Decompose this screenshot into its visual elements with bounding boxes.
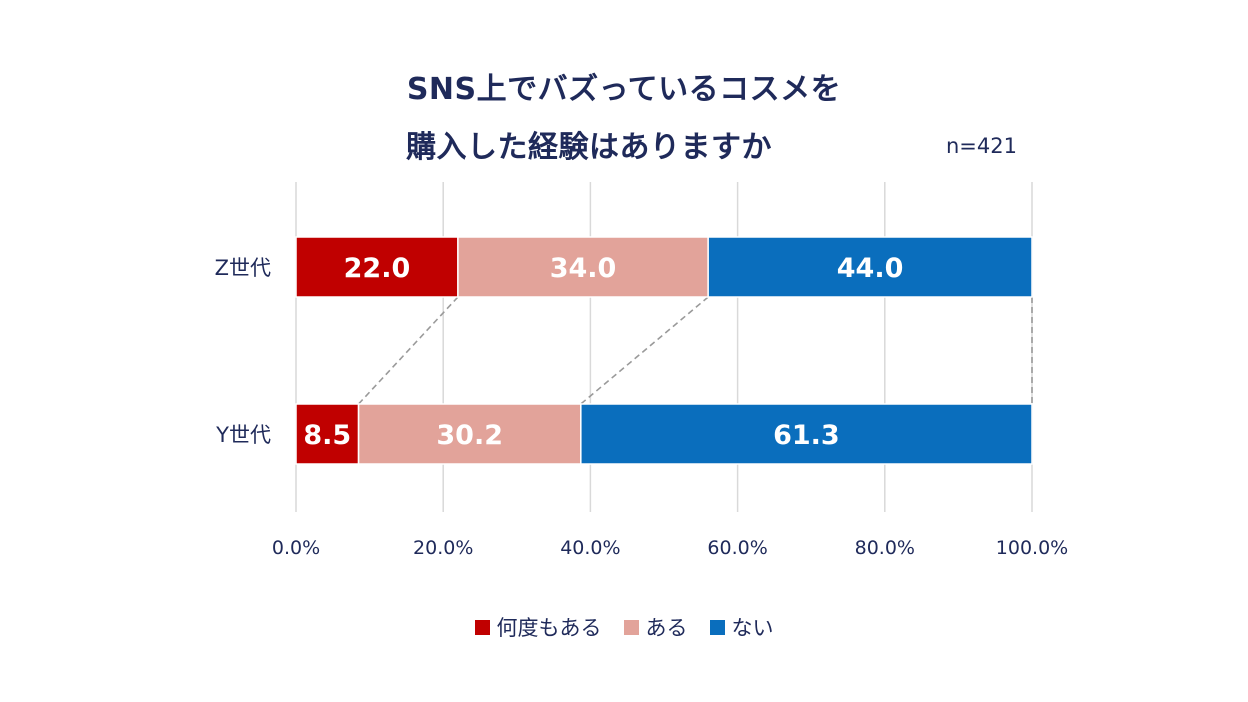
legend-swatch-2 bbox=[709, 619, 725, 635]
legend-label-2: ない bbox=[731, 616, 774, 640]
x-tick-label-2: 40.0% bbox=[560, 537, 620, 559]
chart-legend: 何度もある ある ない bbox=[0, 612, 1248, 642]
legend-swatch-1 bbox=[623, 619, 639, 635]
data-label-1-0: 8.5 bbox=[303, 420, 351, 451]
bar-0-2 bbox=[707, 236, 1033, 298]
legend-item-2: ない bbox=[709, 612, 774, 642]
chart-title-line-2: 購入した経験はありますか bbox=[406, 130, 772, 165]
sample-size-label: n=421 bbox=[946, 134, 1017, 158]
legend-swatch-0 bbox=[474, 619, 490, 635]
bar-0-0 bbox=[295, 236, 459, 298]
legend-item-1: ある bbox=[623, 612, 688, 642]
category-label-1: Y世代 bbox=[215, 423, 271, 447]
data-label-0-0: 22.0 bbox=[344, 253, 411, 284]
category-label-0: Z世代 bbox=[215, 256, 271, 280]
legend-label-1: ある bbox=[645, 616, 688, 640]
x-tick-label-3: 60.0% bbox=[707, 537, 767, 559]
bar-1-0 bbox=[295, 403, 360, 465]
bar-0-1 bbox=[457, 236, 709, 298]
legend-item-0: 何度もある bbox=[474, 612, 602, 642]
x-tick-label-1: 20.0% bbox=[413, 537, 473, 559]
data-label-1-1: 30.2 bbox=[436, 420, 503, 451]
x-tick-label-5: 100.0% bbox=[996, 537, 1068, 559]
bar-1-2 bbox=[580, 403, 1033, 465]
x-tick-label-0: 0.0% bbox=[272, 537, 320, 559]
data-label-1-2: 61.3 bbox=[773, 420, 840, 451]
x-tick-label-4: 80.0% bbox=[855, 537, 915, 559]
bar-1-1 bbox=[357, 403, 582, 465]
series-line-1 bbox=[580, 296, 709, 405]
series-line-0 bbox=[357, 296, 459, 405]
data-label-0-2: 44.0 bbox=[837, 253, 904, 284]
data-label-0-1: 34.0 bbox=[550, 253, 617, 284]
legend-label-0: 何度もある bbox=[496, 616, 602, 640]
chart-title-line-1: SNS上でバズっているコスメを bbox=[406, 72, 842, 107]
